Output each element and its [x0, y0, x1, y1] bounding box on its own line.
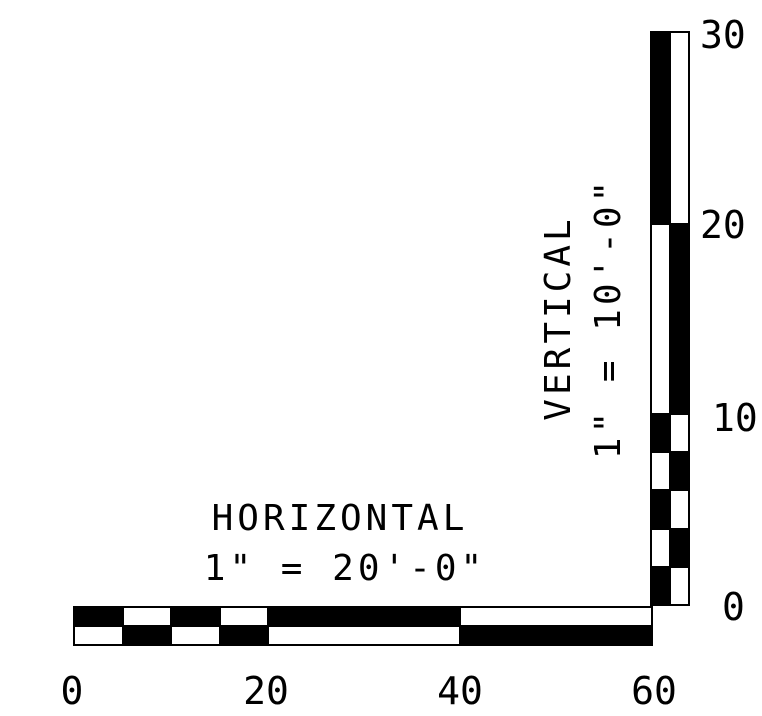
vertical-tick-label-0: 0: [722, 585, 745, 629]
vertical-scale-title: VERTICAL: [538, 215, 579, 420]
vertical-tick-label-30: 30: [700, 13, 746, 57]
v-bar-right-segment-0: [669, 566, 690, 606]
v-bar-right-segment-1: [669, 528, 690, 568]
h-bar-bottom-segment-1: [122, 625, 172, 646]
vertical-scale-bar: [650, 31, 690, 606]
h-bar-bottom-segment-5: [459, 625, 653, 646]
horizontal-tick-label-60: 60: [631, 669, 677, 713]
v-bar-left-segment-2: [650, 489, 671, 530]
horizontal-scale-ratio: 1" = 20'-0": [204, 548, 486, 589]
h-bar-bottom-segment-2: [170, 625, 221, 646]
vertical-tick-label-10: 10: [712, 396, 758, 440]
v-bar-left-segment-1: [650, 528, 671, 568]
v-bar-right-segment-2: [669, 489, 690, 530]
h-bar-top-segment-0: [73, 606, 124, 627]
vertical-scale-ratio: 1" = 10'-0": [588, 177, 629, 459]
v-bar-right-segment-3: [669, 451, 690, 491]
v-bar-right-segment-4: [669, 413, 690, 453]
horizontal-tick-label-40: 40: [437, 669, 483, 713]
h-bar-bottom-segment-3: [219, 625, 269, 646]
v-bar-left-segment-3: [650, 451, 671, 491]
horizontal-tick-label-0: 0: [61, 669, 84, 713]
h-bar-bottom-segment-4: [267, 625, 461, 646]
h-bar-top-segment-1: [122, 606, 172, 627]
v-bar-left-segment-6: [650, 31, 671, 225]
h-bar-top-segment-3: [219, 606, 269, 627]
v-bar-left-segment-5: [650, 223, 671, 415]
h-bar-top-segment-2: [170, 606, 221, 627]
v-bar-left-segment-4: [650, 413, 671, 453]
vertical-tick-label-20: 20: [700, 203, 746, 247]
h-bar-top-segment-4: [267, 606, 461, 627]
v-bar-left-segment-0: [650, 566, 671, 606]
h-bar-bottom-segment-0: [73, 625, 124, 646]
horizontal-scale-bar: [73, 606, 653, 646]
h-bar-top-segment-5: [459, 606, 653, 627]
horizontal-scale-title: HORIZONTAL: [212, 498, 469, 539]
v-bar-right-segment-6: [669, 31, 690, 225]
v-bar-right-segment-5: [669, 223, 690, 415]
horizontal-tick-label-20: 20: [243, 669, 289, 713]
